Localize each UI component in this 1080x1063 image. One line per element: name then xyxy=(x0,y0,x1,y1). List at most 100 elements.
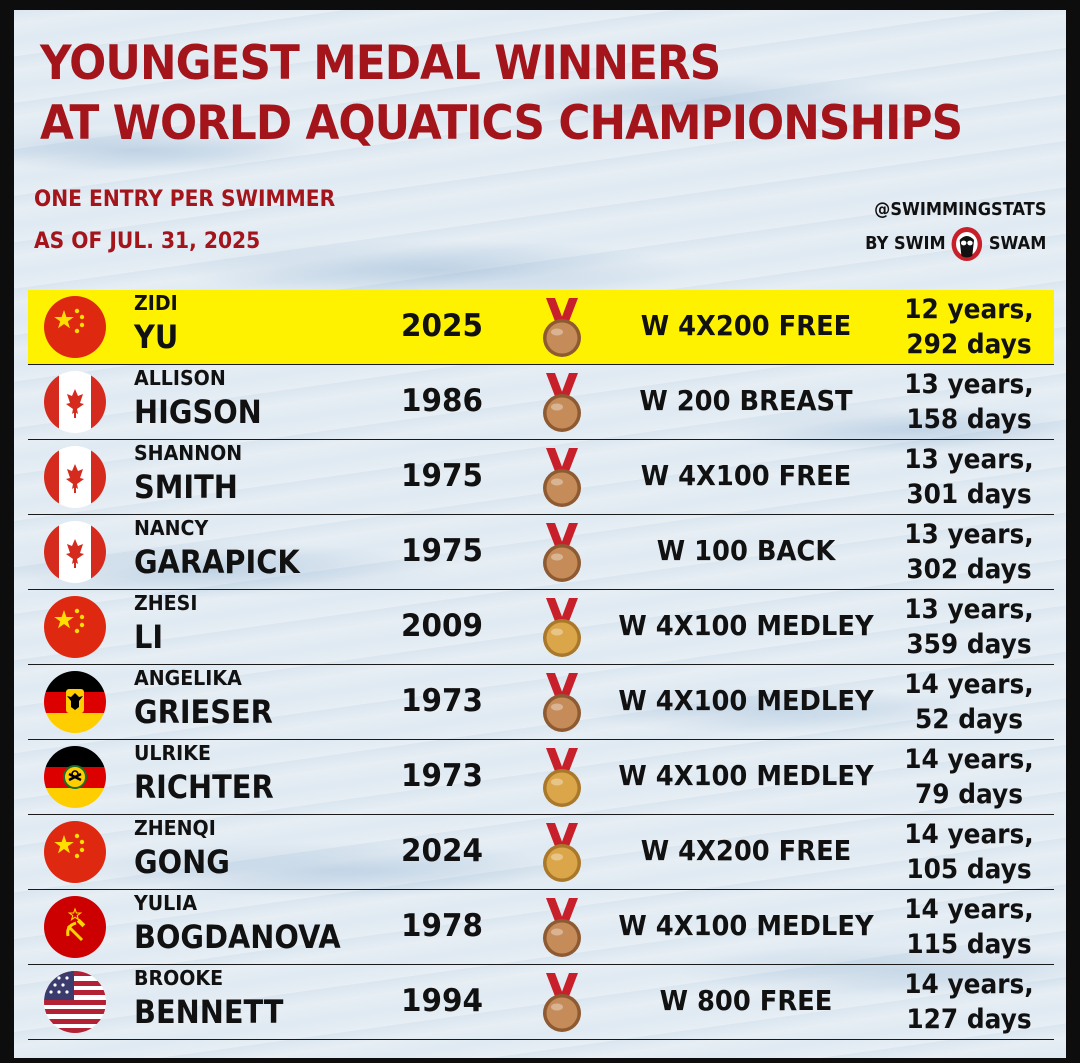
age-years: 12 years, xyxy=(904,294,1034,325)
table-row: ZHENQI GONG 2024 W 4X200 FREE 14 years, 105 d… xyxy=(28,815,1054,890)
china-flag-icon xyxy=(44,296,106,358)
age-at-medal: 14 years, 127 days xyxy=(900,967,1038,1037)
gold-medal-icon xyxy=(536,821,588,885)
age-years: 14 years, xyxy=(904,819,1034,850)
gold-medal-icon xyxy=(536,746,588,810)
medal-year: 1975 xyxy=(401,458,483,494)
credit-brand-name: SWAM xyxy=(988,233,1046,254)
china-flag-icon xyxy=(44,596,106,658)
event-name: W 4X100 MEDLEY xyxy=(618,909,874,942)
table-row: ZHESI LI 2009 W 4X100 MEDLEY 13 years, 359 da… xyxy=(28,590,1054,665)
first-name: ZIDI xyxy=(134,291,178,315)
bronze-medal-icon xyxy=(536,371,588,435)
title-line-1: YOUNGEST MEDAL WINNERS xyxy=(40,36,721,91)
age-days: 79 days xyxy=(915,779,1023,810)
bronze-medal-icon xyxy=(536,671,588,735)
age-at-medal: 13 years, 359 days xyxy=(900,592,1038,662)
medal-year: 1975 xyxy=(401,533,483,569)
medal-year: 2024 xyxy=(401,833,483,869)
first-name: ULRIKE xyxy=(134,741,211,765)
bronze-medal-icon xyxy=(536,971,588,1035)
bronze-medal-icon xyxy=(536,896,588,960)
age-at-medal: 13 years, 302 days xyxy=(900,517,1038,587)
last-name: LI xyxy=(134,618,164,656)
gold-medal-icon xyxy=(536,596,588,660)
medal-year: 2009 xyxy=(401,608,483,644)
age-at-medal: 14 years, 115 days xyxy=(900,892,1038,962)
west-germany-flag-icon xyxy=(44,671,106,733)
age-years: 13 years, xyxy=(904,594,1034,625)
age-at-medal: 13 years, 301 days xyxy=(900,442,1038,512)
age-years: 14 years, xyxy=(904,894,1034,925)
last-name: HIGSON xyxy=(134,393,262,431)
table-row: ALLISON HIGSON 1986 W 200 BREAST 13 years, 15… xyxy=(28,365,1054,440)
age-days: 52 days xyxy=(915,704,1023,735)
first-name: ALLISON xyxy=(134,366,226,390)
age-years: 14 years, xyxy=(904,744,1034,775)
age-days: 301 days xyxy=(906,479,1032,510)
credit-by: BY SWIM xyxy=(864,233,946,254)
event-name: W 4X200 FREE xyxy=(640,309,852,342)
medal-year: 2025 xyxy=(401,308,483,344)
age-years: 14 years, xyxy=(904,669,1034,700)
age-at-medal: 14 years, 79 days xyxy=(900,742,1038,812)
medal-year: 1994 xyxy=(401,983,483,1019)
table-row: ZIDI YU 2025 W 4X200 FREE 12 years, 292 days xyxy=(28,290,1054,365)
table-row: SHANNON SMITH 1975 W 4X100 FREE 13 years, 301… xyxy=(28,440,1054,515)
subtitle-line-2: AS OF JUL. 31, 2025 xyxy=(34,229,261,254)
china-flag-icon xyxy=(44,821,106,883)
table-row: ULRIKE RICHTER 1973 W 4X100 MEDLEY 14 years,… xyxy=(28,740,1054,815)
credit-brand: BY SWIM SWAM xyxy=(865,226,1046,262)
table-row: BROOKE BENNETT 1994 W 800 FREE 14 years, 127 … xyxy=(28,965,1054,1040)
credit-handle: @SWIMMINGSTATS xyxy=(873,199,1046,220)
age-days: 127 days xyxy=(906,1004,1032,1035)
event-name: W 4X100 MEDLEY xyxy=(618,759,874,792)
medal-year: 1986 xyxy=(401,383,483,419)
last-name: SMITH xyxy=(134,468,238,506)
medal-year: 1973 xyxy=(401,683,483,719)
medal-year: 1973 xyxy=(401,758,483,794)
bronze-medal-icon xyxy=(536,446,588,510)
age-days: 292 days xyxy=(906,329,1032,360)
event-name: W 4X100 FREE xyxy=(640,459,852,492)
age-at-medal: 14 years, 105 days xyxy=(900,817,1038,887)
canada-flag-icon xyxy=(44,371,106,433)
age-years: 13 years, xyxy=(904,444,1034,475)
table-row: ANGELIKA GRIESER 1973 W 4X100 MEDLEY 14 year… xyxy=(28,665,1054,740)
canada-flag-icon xyxy=(44,446,106,508)
last-name: GONG xyxy=(134,843,230,881)
event-name: W 100 BACK xyxy=(656,534,836,567)
last-name: BENNETT xyxy=(134,993,284,1031)
first-name: ZHENQI xyxy=(134,816,216,840)
last-name: GARAPICK xyxy=(134,543,300,581)
first-name: SHANNON xyxy=(134,441,243,465)
age-at-medal: 12 years, 292 days xyxy=(900,292,1038,362)
infographic: YOUNGEST MEDAL WINNERS AT WORLD AQUATICS… xyxy=(14,10,1066,1058)
bronze-medal-icon xyxy=(536,296,588,360)
age-at-medal: 13 years, 158 days xyxy=(900,367,1038,437)
last-name: RICHTER xyxy=(134,768,274,806)
first-name: ZHESI xyxy=(134,591,198,615)
age-days: 105 days xyxy=(906,854,1032,885)
age-years: 13 years, xyxy=(904,369,1034,400)
canada-flag-icon xyxy=(44,521,106,583)
age-days: 302 days xyxy=(906,554,1032,585)
first-name: BROOKE xyxy=(134,966,224,990)
title-line-2: AT WORLD AQUATICS CHAMPIONSHIPS xyxy=(40,96,963,151)
event-name: W 200 BREAST xyxy=(639,384,853,417)
east-germany-flag-icon xyxy=(44,746,106,808)
age-years: 13 years, xyxy=(904,519,1034,550)
age-at-medal: 14 years, 52 days xyxy=(900,667,1038,737)
subtitle-line-1: ONE ENTRY PER SWIMMER xyxy=(34,187,336,212)
bronze-medal-icon xyxy=(536,521,588,585)
first-name: NANCY xyxy=(134,516,209,540)
event-name: W 4X100 MEDLEY xyxy=(618,684,874,717)
first-name: YULIA xyxy=(134,891,198,915)
age-days: 359 days xyxy=(906,629,1032,660)
first-name: ANGELIKA xyxy=(134,666,242,690)
results-table: ZIDI YU 2025 W 4X200 FREE 12 years, 292 days A… xyxy=(28,290,1054,1040)
usa-flag-icon xyxy=(44,971,106,1033)
event-name: W 4X100 MEDLEY xyxy=(618,609,874,642)
last-name: BOGDANOVA xyxy=(134,918,341,956)
event-name: W 4X200 FREE xyxy=(640,834,852,867)
